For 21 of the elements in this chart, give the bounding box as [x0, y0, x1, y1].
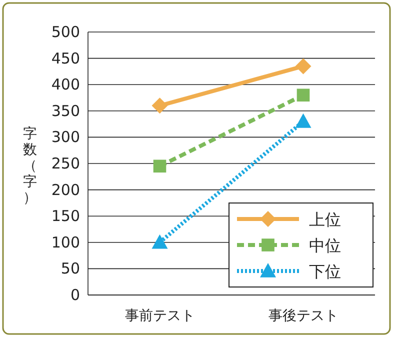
legend-label: 上位: [309, 210, 341, 229]
y-tick-label: 350: [51, 102, 80, 120]
x-tick-label: 事前テスト: [124, 308, 195, 324]
y-tick-label: 100: [51, 233, 80, 252]
y-tick-label: 50: [60, 260, 80, 278]
x-tick-label: 事後テスト: [268, 308, 338, 324]
y-tick-label: 0: [70, 286, 80, 304]
point: [153, 160, 166, 173]
legend-label: 中位: [309, 236, 341, 255]
y-tick-label: 150: [51, 207, 80, 226]
y-tick-label: 500: [51, 23, 80, 41]
point: [296, 88, 310, 102]
y-tick-label: 450: [51, 49, 80, 68]
y-axis-title: 字数（字）: [23, 126, 37, 206]
point: [295, 58, 312, 74]
y-tick-label: 250: [51, 154, 80, 172]
legend-label: 下位: [309, 262, 341, 281]
point: [152, 98, 168, 114]
y-tick-label: 400: [51, 76, 80, 94]
y-tick-label: 200: [51, 180, 80, 199]
y-tick-label: 300: [51, 128, 80, 146]
